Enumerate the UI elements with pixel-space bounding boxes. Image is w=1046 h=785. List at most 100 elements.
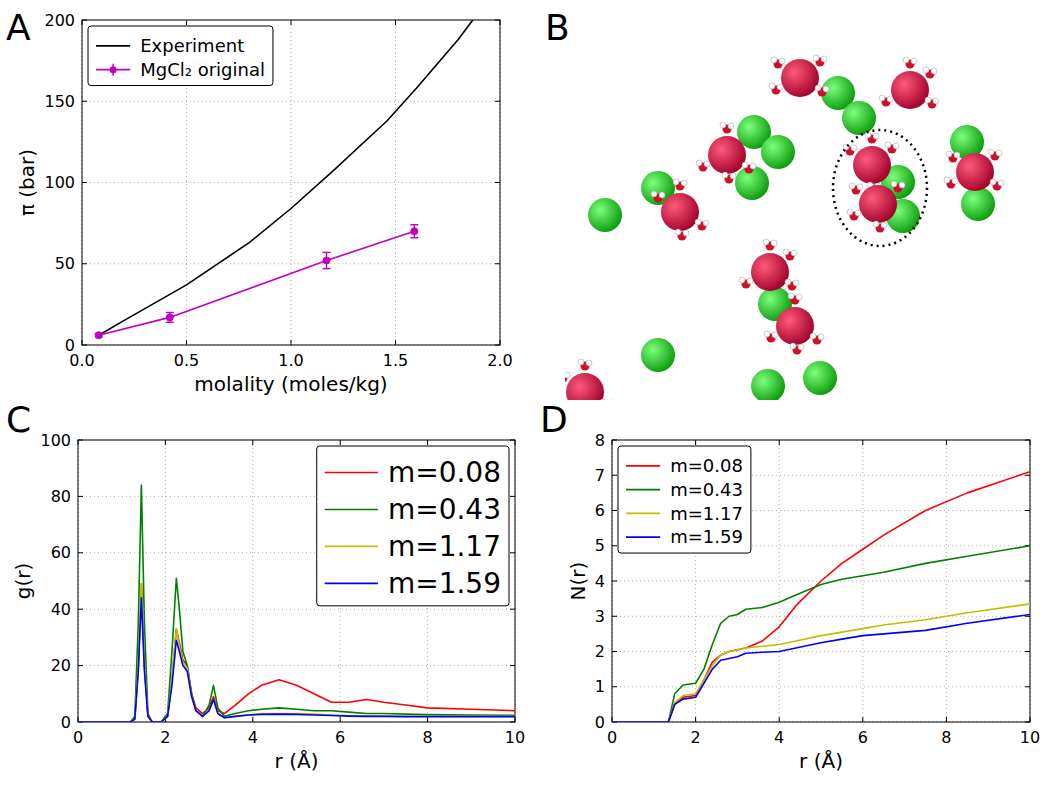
water-hydrogen: [683, 230, 689, 236]
magnesium-ion: [776, 307, 814, 345]
marks: [612, 472, 1030, 722]
tick-mark: [82, 263, 87, 264]
tick-mark: [862, 717, 863, 722]
highlight-ellipse: [833, 130, 927, 246]
chloride-ion: [588, 198, 622, 232]
legend: m=0.08m=0.43m=1.17m=1.59: [317, 446, 509, 606]
water-hydrogen: [728, 123, 734, 129]
grid-line: [612, 651, 1030, 652]
water-hydrogen: [990, 179, 996, 185]
water-hydrogen: [764, 331, 770, 337]
error-cap: [410, 237, 418, 238]
legend-label: m=0.08: [670, 455, 743, 476]
panel: 0246810012345678r (Å)N(r)m=0.08m=0.43m=1…: [566, 431, 1040, 773]
tick-mark: [78, 665, 83, 666]
tick-label: 4: [248, 728, 258, 747]
tick-mark: [612, 686, 617, 687]
magnesium-ion: [781, 59, 819, 97]
marks: [95, 20, 473, 339]
chloride-ion: [761, 135, 795, 169]
tick-mark: [862, 440, 863, 445]
water-hydrogen: [952, 178, 958, 184]
water-hydrogen: [823, 86, 829, 92]
grid-line: [395, 20, 396, 345]
tick-label: 10: [1020, 728, 1040, 747]
chloride-ion: [751, 369, 785, 400]
tick-mark: [1025, 686, 1030, 687]
tick-mark: [1025, 510, 1030, 511]
magnesium-ion: [891, 71, 929, 109]
water-hydrogen: [996, 150, 1002, 156]
tick-mark: [395, 20, 396, 25]
water-hydrogen: [600, 399, 606, 400]
tick-mark: [495, 182, 500, 183]
error-bar: [166, 313, 174, 323]
water-hydrogen: [873, 133, 879, 139]
water-hydrogen: [944, 177, 950, 183]
x-axis-title: r (Å): [275, 749, 319, 773]
water-hydrogen: [747, 278, 753, 284]
tick-mark: [1025, 475, 1030, 476]
legend-box: [618, 446, 751, 553]
water-hydrogen: [722, 172, 728, 178]
series-line: [612, 614, 1030, 722]
error-cap: [323, 268, 331, 269]
tick-mark: [78, 496, 83, 497]
water-hydrogen: [793, 280, 799, 286]
error-cap: [166, 322, 174, 323]
tick-label: 1.5: [383, 351, 408, 370]
tick-label: 80: [51, 487, 71, 506]
legend: m=0.08m=0.43m=1.17m=1.59: [618, 446, 751, 553]
legend-label: m=1.59: [388, 567, 501, 600]
panel: 0246810020406080100r (Å)g(r)m=0.08m=0.43…: [11, 431, 525, 773]
water-hydrogen: [847, 209, 853, 215]
tick-label: 1: [595, 677, 605, 696]
tick-mark: [612, 475, 617, 476]
legend-swatch: [626, 465, 660, 467]
water-hydrogen: [673, 179, 679, 185]
water-hydrogen: [885, 142, 891, 148]
tick-label: 150: [44, 92, 75, 111]
snapshot: [556, 55, 1004, 421]
chloride-ion: [803, 361, 837, 395]
tick-mark: [510, 496, 515, 497]
tick-label: 0.5: [174, 351, 199, 370]
magnesium-ion: [751, 253, 789, 291]
series-marker: [411, 228, 418, 235]
water-hydrogen: [931, 68, 937, 74]
tick-label: 10: [505, 728, 525, 747]
water-hydrogen: [695, 219, 701, 225]
grid-line: [252, 440, 253, 722]
tick-mark: [165, 440, 166, 445]
chloride-ion: [961, 187, 995, 221]
tick-label: 6: [335, 728, 345, 747]
water-hydrogen: [771, 57, 777, 63]
water-hydrogen: [813, 55, 819, 61]
legend-swatch: [626, 513, 660, 515]
water-hydrogen: [849, 183, 855, 189]
series-line: [612, 472, 1030, 722]
tick-label: 2.0: [487, 351, 512, 370]
water-hydrogen: [815, 85, 821, 91]
water-hydrogen: [785, 279, 791, 285]
water-hydrogen: [873, 221, 879, 227]
tick-label: 20: [51, 656, 71, 675]
tick-mark: [946, 717, 947, 722]
grid-line: [82, 101, 500, 102]
legend-swatch: [325, 546, 378, 548]
tick-mark: [612, 581, 617, 582]
water-hydrogen: [703, 220, 709, 226]
water-hydrogen: [903, 57, 909, 63]
water-hydrogen: [681, 180, 687, 186]
tick-mark: [612, 545, 617, 546]
water-hydrogen: [879, 95, 885, 101]
y-axis-title: π (bar): [15, 149, 39, 216]
grid-line: [612, 686, 1030, 687]
error-cap: [323, 252, 331, 253]
legend: ExperimentMgCl₂ original: [88, 26, 273, 86]
tick-label: 8: [423, 728, 433, 747]
legend-label: MgCl₂ original: [140, 59, 265, 80]
error-bar: [323, 252, 331, 268]
legend-swatch: [626, 536, 660, 538]
tick-mark: [291, 20, 292, 25]
